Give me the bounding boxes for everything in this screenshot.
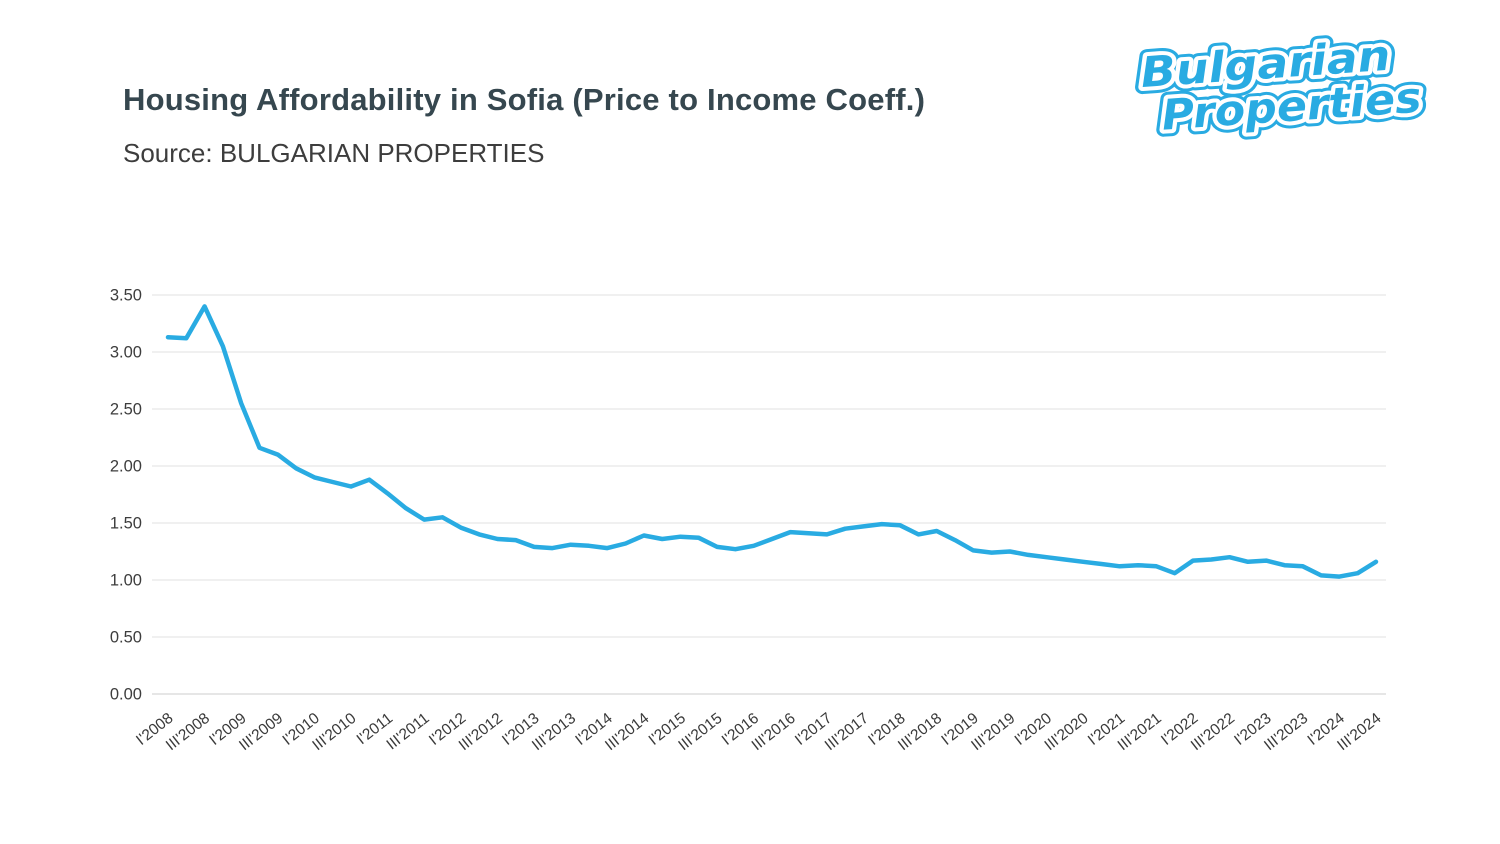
y-tick-label: 2.50 — [110, 401, 142, 419]
y-tick-label: 0.00 — [110, 686, 142, 704]
y-tick-label: 3.00 — [110, 344, 142, 362]
y-tick-label: 3.50 — [110, 287, 142, 305]
x-tick-label: III'2011 — [383, 710, 432, 754]
chart-source-label: Source: BULGARIAN PROPERTIES — [123, 138, 545, 168]
chart-title: Housing Affordability in Sofia (Price to… — [123, 82, 926, 117]
y-axis-labels: 0.00 0.50 1.00 1.50 2.00 2.50 3.00 3.50 — [110, 287, 142, 704]
gridlines — [152, 294, 1386, 695]
y-tick-label: 1.50 — [110, 515, 142, 533]
series-line — [165, 304, 1379, 579]
y-tick-label: 1.00 — [110, 572, 142, 590]
x-axis-labels: I'2008III'2008I'2009III'2009I'2010III'20… — [133, 710, 1385, 755]
bulgarian-properties-logo: Bulgarian Bulgarian Bulgarian Properties… — [1132, 28, 1430, 146]
y-tick-label: 0.50 — [110, 629, 142, 647]
y-tick-label: 2.00 — [110, 458, 142, 476]
